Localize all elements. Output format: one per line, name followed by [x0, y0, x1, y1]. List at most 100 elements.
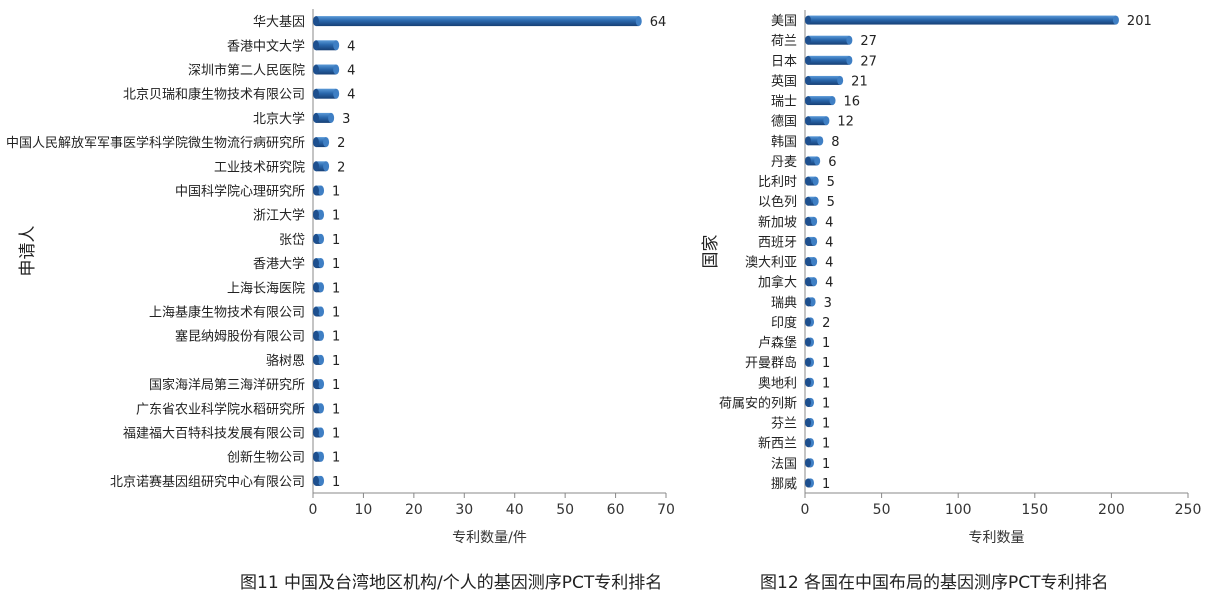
chart1-bar-end-cap	[333, 40, 340, 51]
chart1-category-label: 北京大学	[253, 111, 305, 127]
chart1-x-tick-label: 70	[657, 502, 675, 518]
chart1-bar	[316, 88, 337, 99]
chart2-bar-start-cap	[805, 55, 811, 65]
chart2-bar-end-cap	[846, 35, 853, 45]
chart1-category-label: 福建福大百特科技发展有限公司	[123, 426, 305, 442]
chart2-bar	[808, 136, 821, 146]
chart2-bar-start-cap	[805, 116, 811, 126]
chart1-data-label: 1	[332, 281, 340, 296]
chart1-data-label: 1	[332, 209, 340, 224]
chart2-category-label: 新加坡	[758, 214, 797, 230]
chart2-data-label: 21	[851, 74, 868, 89]
chart2-data-label: 1	[822, 336, 830, 351]
chart2-category-label: 加拿大	[758, 275, 797, 291]
chart2-bar-end-cap	[846, 55, 853, 65]
chart2-bar-end-cap	[817, 136, 824, 146]
chart2-x-tick-label: 200	[1098, 502, 1125, 518]
chart1-data-label: 1	[332, 306, 340, 321]
chart1-bar	[316, 112, 332, 123]
chart1-bar-end-cap	[328, 112, 335, 123]
chart1-bar-start-cap	[313, 64, 319, 75]
chart2-bar-start-cap	[805, 35, 811, 45]
chart1-x-axis-title: 专利数量/件	[452, 530, 527, 546]
chart2-data-label: 1	[822, 376, 830, 391]
chart2-bar-start-cap	[805, 458, 811, 468]
chart1-bar-end-cap	[318, 258, 325, 269]
chart2-category-label: 德国	[771, 115, 797, 130]
chart2-data-label: 2	[822, 316, 830, 331]
chart2-data-label: 1	[822, 437, 830, 452]
chart2-category-label: 丹麦	[771, 155, 797, 170]
chart2-bar-start-cap	[805, 156, 811, 166]
chart2-bar	[808, 75, 841, 85]
chart2-bar-end-cap	[811, 216, 818, 226]
chart2-bar-start-cap	[805, 236, 811, 246]
chart2-category-label: 印度	[771, 315, 797, 331]
chart1-bar-start-cap	[313, 40, 319, 51]
chart1-data-label: 1	[332, 233, 340, 248]
chart2-data-label: 4	[825, 235, 833, 250]
chart2-data-label: 8	[831, 135, 839, 150]
chart2-data-label: 12	[837, 115, 854, 130]
chart1-bar-end-cap	[318, 233, 325, 244]
chart1-bar-end-cap	[323, 161, 330, 172]
chart1-x-tick-label: 50	[556, 502, 574, 518]
chart2-bar-start-cap	[805, 277, 811, 287]
chart1-bar-end-cap	[318, 403, 325, 414]
chart1-bar-end-cap	[323, 137, 330, 148]
chart1-bar-start-cap	[313, 451, 319, 462]
chart1-bar-start-cap	[313, 185, 319, 196]
chart1-bar-end-cap	[318, 282, 325, 293]
chart1-bar	[316, 137, 327, 148]
chart1-bar	[316, 64, 337, 75]
chart1-category-label: 深圳市第二人民医院	[188, 63, 305, 79]
chart1-category-label: 浙江大学	[253, 208, 305, 224]
chart2-category-label: 美国	[771, 14, 797, 29]
chart2-category-label: 日本	[771, 54, 797, 69]
chart2-data-label: 1	[822, 477, 830, 492]
chart1-data-label: 1	[332, 330, 340, 345]
chart1-data-label: 3	[342, 112, 350, 127]
chart1-bar-end-cap	[333, 88, 340, 99]
chart2-bar-start-cap	[805, 136, 811, 146]
chart2-data-label: 3	[824, 296, 832, 311]
chart2-data-label: 4	[825, 256, 833, 271]
chart2-bar-end-cap	[829, 96, 836, 106]
chart2-bar-end-cap	[811, 257, 818, 267]
chart2-bar-end-cap	[811, 277, 818, 287]
chart2-bar-start-cap	[805, 176, 811, 186]
chart2-data-label: 201	[1127, 14, 1152, 29]
chart1-data-label: 1	[332, 402, 340, 417]
chart1-bar-start-cap	[313, 306, 319, 317]
chart1-bar-start-cap	[313, 475, 319, 486]
chart1-category-label: 上海长海医院	[227, 281, 305, 296]
chart2-bar	[808, 216, 815, 226]
chart2-category-label: 西班牙	[758, 235, 797, 250]
chart1-bar-end-cap	[333, 64, 340, 75]
chart1-bar-start-cap	[313, 282, 319, 293]
chart1-bar-end-cap	[318, 330, 325, 341]
chart1-bar-end-cap	[318, 451, 325, 462]
applicant-bar-chart: 0 10 20 30 40 50 60 70 专利数量/件 申请人 华大基因 64 香港中文大学 4 深圳市…	[6, 9, 675, 546]
chart1-category-label: 中国科学院心理研究所	[175, 184, 305, 200]
chart2-data-label: 1	[822, 396, 830, 411]
chart2-bar-start-cap	[805, 257, 811, 267]
chart2-bar-end-cap	[1112, 15, 1119, 25]
chart1-x-tick-label: 60	[607, 502, 625, 518]
chart2-category-label: 挪威	[771, 477, 797, 492]
chart2-category-label: 比利时	[758, 175, 797, 190]
chart2-bar	[808, 15, 1116, 25]
chart2-bar-start-cap	[805, 377, 811, 387]
chart1-category-label: 北京贝瑞和康生物技术有限公司	[123, 87, 305, 103]
chart2-bar	[808, 176, 816, 186]
chart2-bar-start-cap	[805, 15, 811, 25]
chart2-bar-start-cap	[805, 96, 811, 106]
chart1-bar-end-cap	[318, 354, 325, 365]
chart2-data-label: 4	[825, 276, 833, 291]
chart1-category-label: 国家海洋局第三海洋研究所	[149, 377, 305, 393]
chart2-bar-start-cap	[805, 216, 811, 226]
chart1-data-label: 1	[332, 257, 340, 272]
chart2-category-label: 荷属安的列斯	[719, 395, 797, 411]
